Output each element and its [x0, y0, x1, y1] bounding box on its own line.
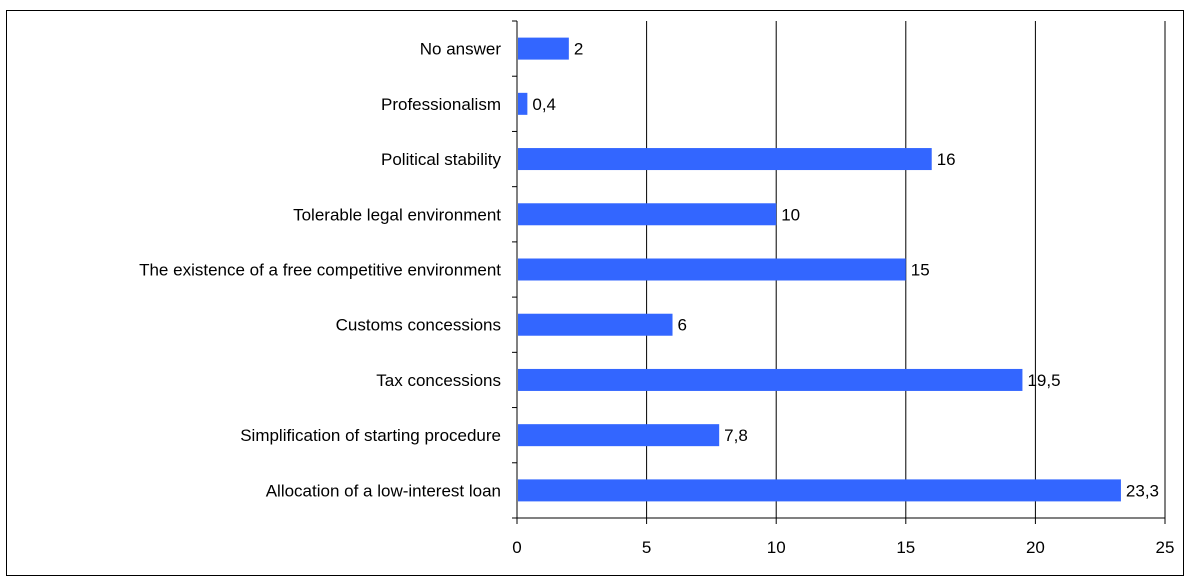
bar — [518, 258, 906, 281]
x-tick-label: 15 — [896, 538, 915, 557]
bar — [518, 313, 673, 336]
category-label: Political stability — [381, 150, 501, 169]
data-label: 19,5 — [1027, 371, 1060, 390]
bar — [518, 203, 777, 226]
category-label: The existence of a free competitive envi… — [139, 261, 501, 280]
category-label: Professionalism — [381, 95, 501, 114]
x-tick-label: 25 — [1156, 538, 1175, 557]
data-label: 0,4 — [532, 95, 556, 114]
bar — [518, 37, 569, 60]
data-label: 6 — [678, 316, 687, 335]
bar — [518, 424, 720, 447]
bar — [518, 148, 932, 171]
data-label: 15 — [911, 261, 930, 280]
data-label: 23,3 — [1126, 481, 1159, 500]
category-label: Simplification of starting procedure — [240, 426, 501, 445]
data-label: 10 — [781, 205, 800, 224]
x-tick-label: 10 — [767, 538, 786, 557]
data-label: 16 — [937, 150, 956, 169]
data-label: 2 — [574, 40, 583, 59]
bar — [518, 479, 1121, 502]
bar — [518, 92, 528, 115]
category-label: Tax concessions — [376, 371, 501, 390]
category-label: Customs concessions — [336, 316, 501, 335]
x-tick-label: 5 — [642, 538, 651, 557]
category-label: No answer — [420, 40, 502, 59]
x-tick-label: 0 — [512, 538, 521, 557]
x-tick-label: 20 — [1026, 538, 1045, 557]
category-label: Allocation of a low-interest loan — [266, 481, 501, 500]
data-label: 7,8 — [724, 426, 748, 445]
category-label: Tolerable legal environment — [293, 205, 501, 224]
bar — [518, 368, 1023, 391]
